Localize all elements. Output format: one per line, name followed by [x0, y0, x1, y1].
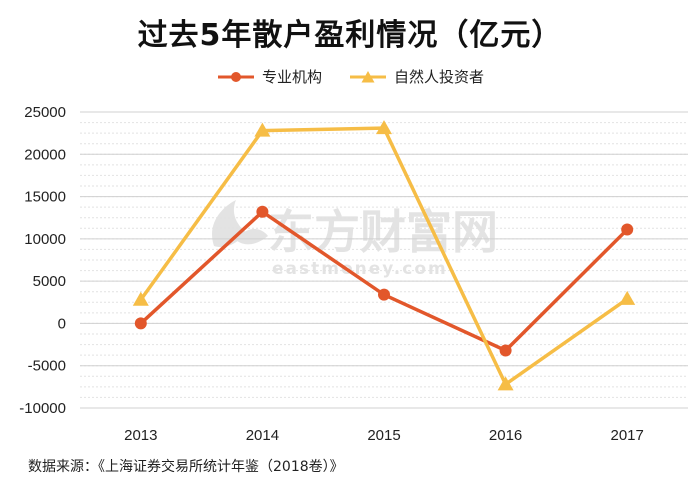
y-tick-label: 10000 — [24, 231, 66, 248]
y-tick-label: 5000 — [33, 273, 66, 290]
y-tick-label: -10000 — [19, 400, 66, 417]
source-note: 数据来源：《上海证券交易所统计年鉴（2018卷）》 — [28, 459, 344, 475]
x-tick-label: 2015 — [367, 427, 400, 444]
x-tick-label: 2016 — [489, 427, 522, 444]
legend-item-individual: 自然人投资者 — [348, 66, 484, 87]
data-point-institution — [499, 344, 512, 357]
legend: 专业机构 自然人投资者 — [0, 66, 700, 87]
watermark-text-cn: 东方财富网 — [268, 205, 498, 259]
data-point-individual — [376, 120, 392, 135]
y-tick-label: 20000 — [24, 146, 66, 163]
x-tick-label: 2013 — [124, 427, 157, 444]
y-axis-ticks: 25000 20000 15000 10000 5000 0 -5000 -10000 — [19, 104, 66, 417]
y-tick-label: 25000 — [24, 104, 66, 121]
data-point-individual — [254, 122, 271, 137]
data-point-institution — [378, 288, 390, 301]
y-tick-label: 15000 — [24, 189, 66, 206]
x-tick-label: 2014 — [246, 427, 279, 444]
data-point-institution — [256, 205, 269, 218]
data-point-individual — [132, 291, 149, 306]
chart-title: 过去5年散户盈利情况（亿元） — [137, 18, 563, 53]
legend-item-institution: 专业机构 — [216, 66, 322, 87]
data-point-institution — [134, 317, 147, 330]
legend-label-individual: 自然人投资者 — [394, 68, 485, 86]
series-lines — [132, 120, 636, 391]
eastmoney-watermark: 东方财富网 eastmoney.com — [212, 200, 498, 279]
y-tick-label: 0 — [58, 315, 66, 332]
watermark-text-en: eastmoney.com — [272, 259, 448, 279]
gridlines — [80, 111, 688, 409]
data-point-institution — [621, 223, 634, 236]
legend-swatch-institution — [217, 71, 254, 82]
legend-label-institution: 专业机构 — [261, 68, 322, 86]
y-tick-label: -5000 — [28, 358, 66, 375]
data-point-individual — [619, 290, 636, 305]
x-tick-label: 2017 — [611, 427, 644, 444]
legend-swatch-individual — [350, 70, 386, 82]
x-axis-ticks: 2013 2014 2015 2016 2017 — [124, 427, 644, 444]
data-point-individual — [497, 376, 514, 391]
